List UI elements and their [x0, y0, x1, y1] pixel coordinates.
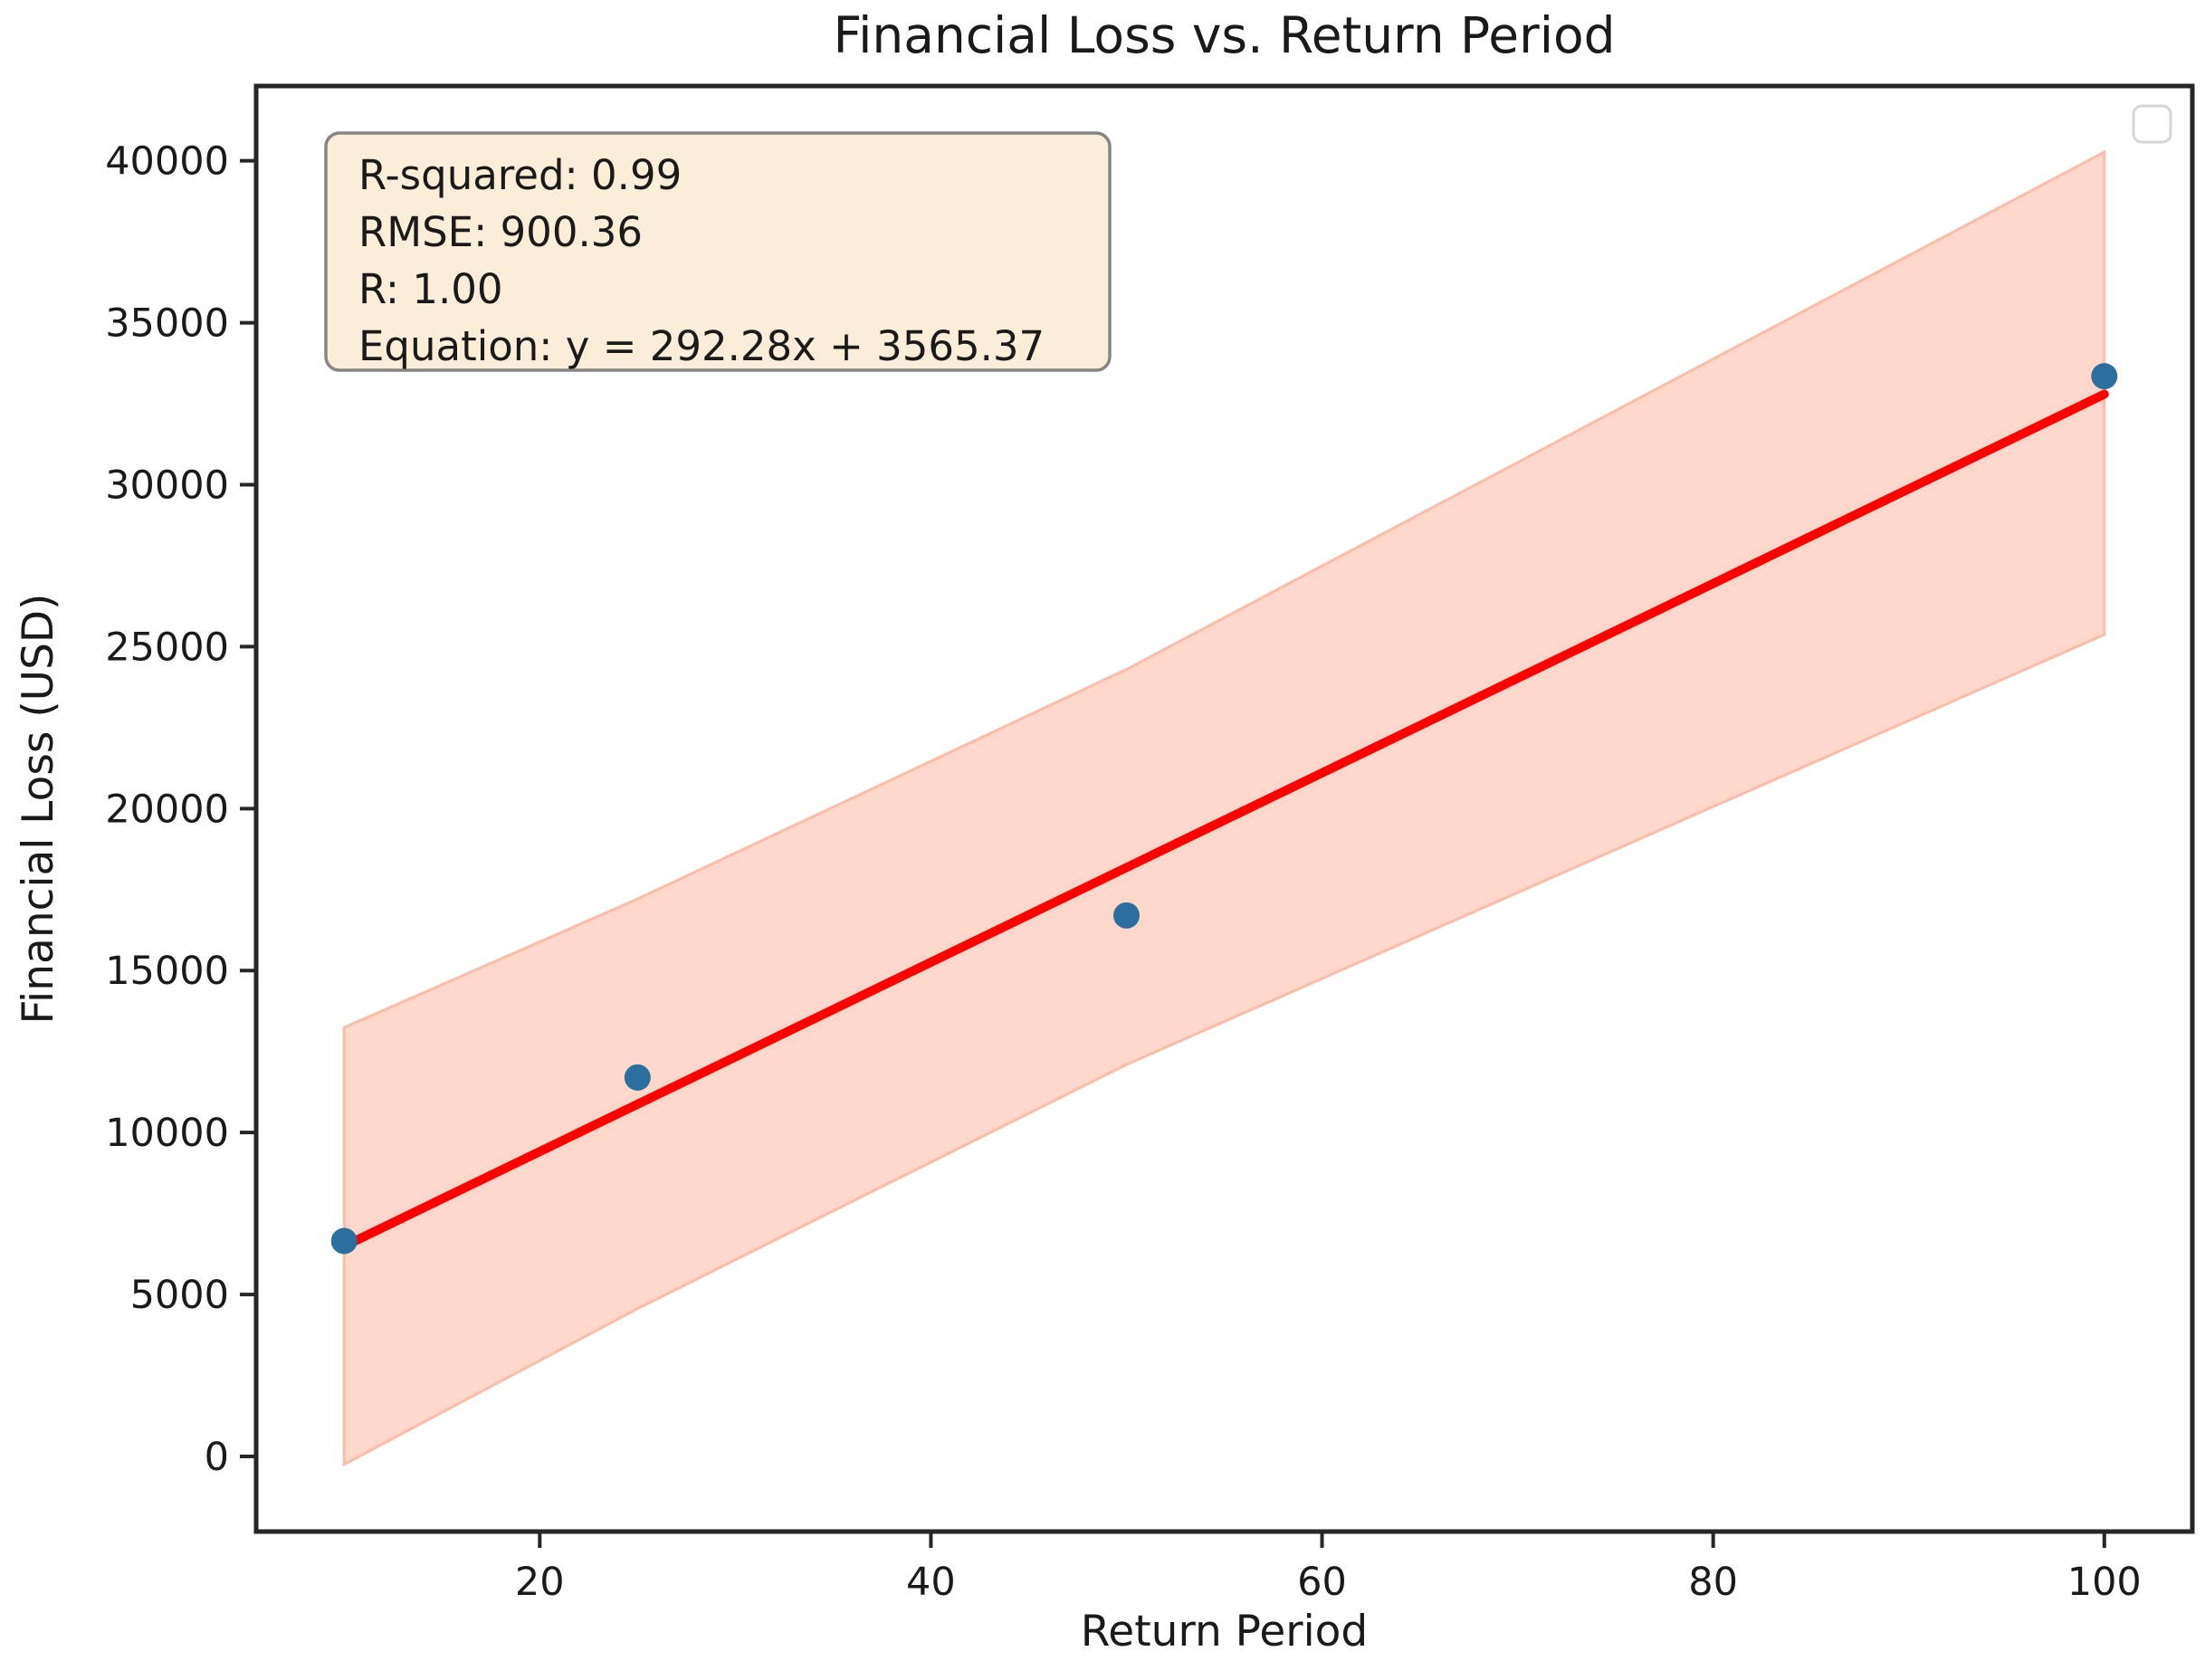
x-tick-label: 40 — [906, 1560, 956, 1605]
y-tick-label: 40000 — [105, 139, 229, 185]
stats-annotation-line: RMSE: 900.36 — [358, 208, 643, 256]
stats-annotation-line: R-squared: 0.99 — [358, 151, 682, 199]
x-axis-label: Return Period — [1081, 1607, 1368, 1656]
y-tick-label: 5000 — [130, 1273, 229, 1318]
x-tick-label: 80 — [1688, 1560, 1738, 1605]
confidence-band — [342, 149, 2106, 1467]
data-point — [2091, 363, 2118, 390]
data-point — [330, 1227, 358, 1255]
data-point — [1112, 902, 1140, 929]
x-tick-label: 60 — [1297, 1560, 1347, 1605]
y-tick-label: 10000 — [105, 1111, 229, 1156]
data-point — [624, 1064, 651, 1091]
y-tick-label: 0 — [205, 1435, 229, 1480]
stats-annotation-line: R: 1.00 — [358, 265, 503, 313]
stats-annotation-line: Equation: y = 292.28x + 3565.37 — [358, 322, 1045, 370]
y-tick-label: 20000 — [105, 787, 229, 832]
y-axis-label: Financial Loss (USD) — [14, 594, 63, 1025]
y-tick-label: 25000 — [105, 625, 229, 670]
legend-box — [2132, 104, 2172, 144]
stats-annotation-box — [324, 131, 1112, 372]
regression-line — [339, 389, 2109, 1251]
y-tick-label: 30000 — [105, 463, 229, 508]
x-tick-label: 20 — [515, 1560, 565, 1605]
chart-title: Financial Loss vs. Return Period — [833, 6, 1615, 64]
y-tick-label: 15000 — [105, 949, 229, 994]
x-tick-label: 100 — [2067, 1560, 2142, 1605]
y-tick-label: 35000 — [105, 301, 229, 347]
